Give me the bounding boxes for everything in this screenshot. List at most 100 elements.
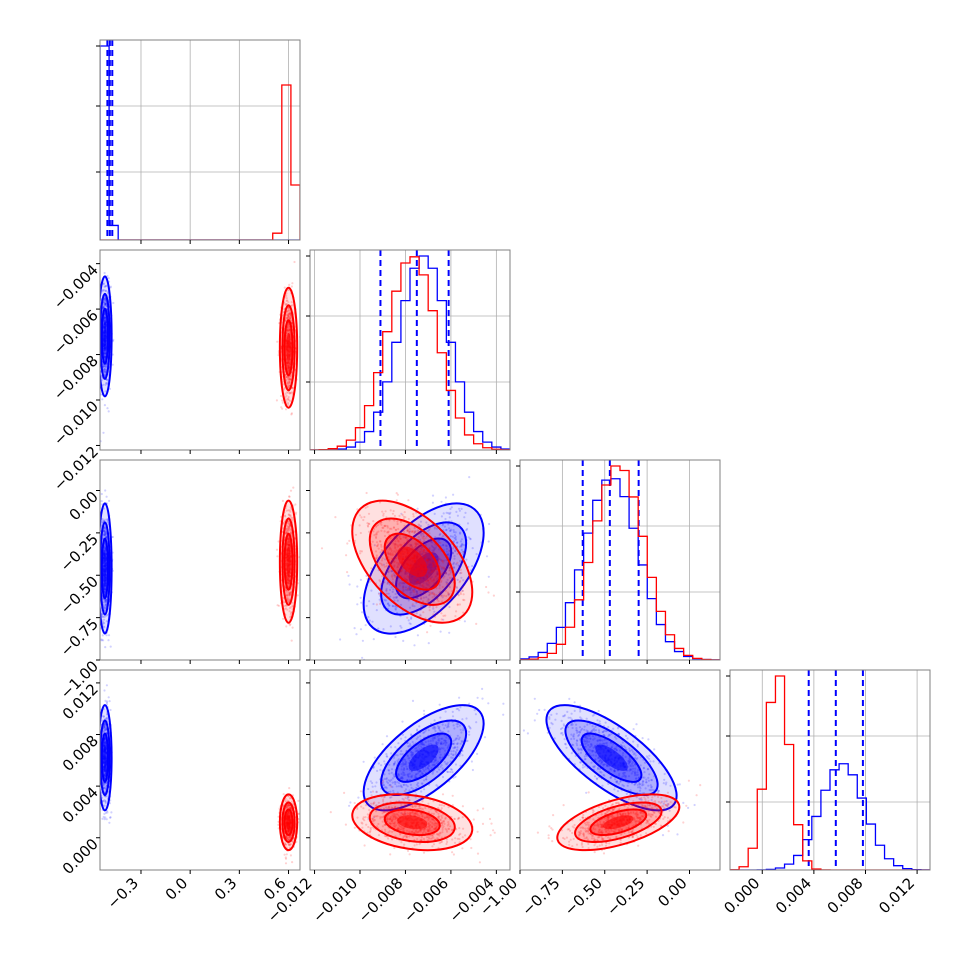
contour-line (100, 537, 109, 600)
scatter-point (377, 543, 380, 546)
scatter-point (399, 594, 402, 597)
scatter-point (103, 742, 106, 745)
scatter-point (451, 551, 454, 554)
scatter-point (394, 534, 397, 538)
scatter-point (285, 509, 288, 512)
scatter-point (410, 545, 413, 548)
scatter-point (443, 559, 446, 562)
scatter-point (285, 303, 288, 306)
scatter-point (285, 527, 288, 530)
scatter-point (416, 634, 419, 637)
scatter-point (286, 398, 289, 401)
scatter-point (288, 525, 291, 528)
scatter-point (287, 577, 290, 581)
scatter-point (103, 526, 106, 529)
scatter-point (400, 570, 403, 573)
scatter-point (422, 551, 425, 554)
scatter-point (415, 580, 419, 584)
scatter-point (431, 592, 434, 595)
scatter-point (423, 591, 427, 595)
scatter-point (432, 562, 435, 565)
scatter-point (287, 316, 291, 319)
scatter-point (103, 738, 106, 741)
scatter-point (104, 528, 107, 531)
scatter-point (419, 614, 422, 617)
scatter-point (466, 522, 470, 525)
scatter-point (449, 570, 453, 574)
scatter-point (368, 522, 371, 526)
scatter-point (413, 531, 416, 535)
scatter-point (287, 365, 290, 368)
scatter-point (414, 545, 417, 549)
scatter-point (445, 511, 448, 514)
scatter-point (286, 594, 289, 597)
scatter-point (402, 586, 405, 589)
panel-content (320, 476, 495, 660)
scatter-point (102, 584, 106, 587)
scatter-point (346, 571, 349, 574)
scatter-point (418, 582, 421, 585)
scatter-point (103, 727, 106, 730)
scatter-point (396, 545, 399, 548)
scatter-point (410, 578, 413, 581)
scatter-point (375, 524, 378, 527)
scatter-point (402, 590, 405, 593)
scatter-point (284, 607, 288, 610)
scatter-point (287, 542, 290, 545)
scatter-point (418, 550, 421, 554)
scatter-point (409, 593, 412, 596)
scatter-point (288, 624, 291, 627)
scatter-point (286, 577, 289, 580)
scatter-point (393, 514, 396, 518)
scatter-point (396, 611, 399, 614)
scatter-point (360, 601, 363, 604)
density-fill (286, 332, 291, 363)
scatter-point (415, 591, 419, 594)
scatter-point (410, 543, 413, 547)
scatter-point (428, 558, 431, 561)
scatter-point (286, 329, 289, 332)
scatter-point (289, 574, 292, 578)
scatter-point (448, 566, 451, 569)
scatter-point (286, 540, 289, 544)
scatter-point (366, 505, 369, 508)
scatter-point (286, 593, 289, 596)
scatter-point (286, 598, 289, 601)
scatter-point (286, 364, 289, 367)
scatter-point (288, 524, 291, 527)
scatter-point (374, 550, 378, 553)
scatter-point (406, 529, 409, 533)
scatter-point (103, 319, 106, 322)
scatter-point (288, 591, 291, 594)
scatter-point (433, 569, 436, 572)
scatter-point (106, 518, 109, 521)
scatter-point (487, 591, 490, 594)
scatter-point (285, 391, 288, 394)
scatter-point (106, 407, 109, 410)
scatter-point (392, 574, 396, 577)
scatter-point (447, 593, 450, 596)
scatter-point (364, 506, 367, 509)
scatter-point (397, 563, 400, 566)
scatter-point (380, 543, 383, 547)
scatter-point (396, 599, 399, 602)
scatter-point (408, 532, 411, 536)
scatter-point (103, 532, 106, 535)
scatter-point (426, 631, 429, 634)
scatter-point (276, 604, 279, 607)
scatter-point (426, 583, 429, 586)
scatter-point (394, 543, 397, 546)
scatter-point (288, 378, 291, 381)
scatter-point (289, 575, 292, 578)
scatter-point (466, 527, 469, 531)
scatter-point (428, 594, 431, 597)
scatter-point (408, 531, 411, 534)
scatter-point (103, 740, 107, 743)
scatter-point (288, 328, 291, 332)
scatter-point (103, 770, 106, 773)
scatter-point (285, 375, 288, 378)
scatter-point (102, 743, 106, 746)
scatter-point (429, 624, 432, 627)
scatter-point (103, 725, 106, 728)
scatter-point (365, 491, 368, 495)
